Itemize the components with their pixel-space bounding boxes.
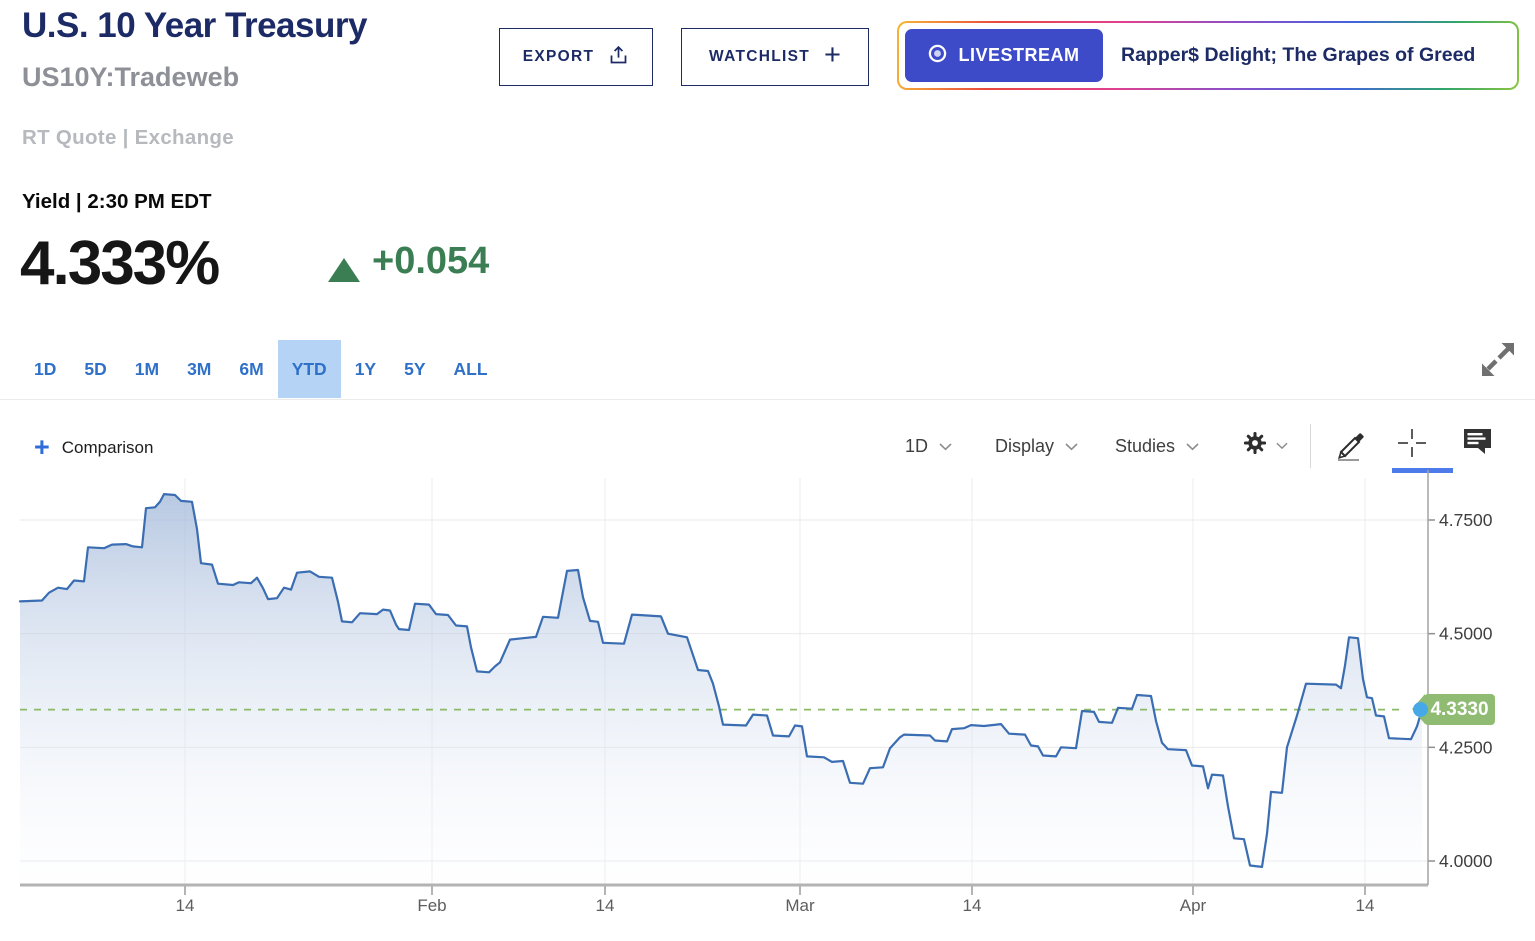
chevron-down-icon — [1276, 442, 1288, 449]
gear-icon — [1242, 430, 1268, 461]
quote-value: 4.333% — [20, 229, 220, 298]
tab-ytd[interactable]: YTD — [277, 340, 341, 398]
display-dropdown[interactable]: Display — [995, 436, 1078, 457]
quote-change: +0.054 — [372, 240, 490, 282]
draw-tool-button[interactable] — [1332, 427, 1366, 468]
tab-1d[interactable]: 1D — [34, 358, 57, 379]
svg-text:4.5000: 4.5000 — [1439, 624, 1493, 644]
svg-text:Mar: Mar — [785, 896, 815, 915]
add-comparison-button[interactable]: + Comparison — [34, 431, 154, 462]
interval-dropdown[interactable]: 1D — [905, 436, 952, 457]
metric-label: Yield | 2:30 PM EDT — [22, 190, 212, 213]
chevron-down-icon — [1065, 442, 1078, 450]
livestream-icon — [928, 44, 947, 68]
livestream-headline[interactable]: Rapper$ Delight; The Grapes of Greed — [1121, 44, 1476, 66]
svg-text:4.0000: 4.0000 — [1439, 851, 1493, 871]
svg-text:14: 14 — [176, 896, 195, 915]
expand-icon — [1478, 343, 1518, 384]
expand-chart-button[interactable] — [1478, 336, 1518, 385]
display-label: Display — [995, 436, 1055, 456]
watchlist-label: WATCHLIST — [709, 48, 811, 65]
yield-area-chart[interactable]: 14 Feb 14 Mar 14 Apr 14 4.7500 4.5000 4.2500 4.000… — [0, 470, 1535, 941]
chevron-down-icon — [1186, 442, 1199, 450]
comparison-label: Comparison — [61, 438, 154, 457]
watchlist-button[interactable]: WATCHLIST + — [681, 28, 869, 86]
last-price-dot — [1413, 702, 1428, 718]
pencil-icon — [1332, 433, 1366, 467]
chevron-down-icon — [939, 442, 952, 450]
range-tabs: 1D 5D 1M 3M 6M YTD 1Y 5Y ALL — [20, 340, 502, 398]
tab-5d[interactable]: 5D — [84, 358, 107, 379]
plus-icon: + — [34, 431, 50, 462]
tab-3m[interactable]: 3M — [187, 358, 212, 379]
tab-1y[interactable]: 1Y — [354, 358, 377, 379]
crosshair-icon — [1396, 429, 1428, 463]
export-button[interactable]: EXPORT — [499, 28, 653, 86]
tab-all[interactable]: ALL — [453, 358, 488, 379]
change-up-triangle-icon — [328, 258, 360, 282]
section-divider — [0, 399, 1535, 400]
svg-text:Apr: Apr — [1180, 896, 1207, 915]
plus-icon: + — [824, 38, 841, 71]
svg-text:14: 14 — [963, 896, 982, 915]
tab-6m[interactable]: 6M — [239, 358, 264, 379]
studies-dropdown[interactable]: Studies — [1115, 436, 1199, 457]
livestream-button[interactable]: LIVESTREAM — [905, 29, 1103, 82]
svg-text:Feb: Feb — [417, 896, 446, 915]
svg-text:4.2500: 4.2500 — [1439, 737, 1493, 757]
active-tool-indicator — [1392, 468, 1453, 473]
svg-text:4.7500: 4.7500 — [1439, 510, 1493, 530]
svg-text:14: 14 — [596, 896, 615, 915]
comments-button[interactable] — [1462, 427, 1493, 461]
export-icon — [608, 44, 629, 71]
chart-plot-area[interactable]: 14 Feb 14 Mar 14 Apr 14 4.7500 4.5000 4.2500 4.000… — [0, 470, 1535, 941]
tab-1m[interactable]: 1M — [134, 358, 160, 379]
instrument-symbol: US10Y:Tradeweb — [22, 62, 240, 92]
tab-5y[interactable]: 5Y — [404, 358, 426, 379]
quote-meta: RT Quote | Exchange — [22, 126, 234, 149]
interval-label: 1D — [905, 436, 929, 456]
crosshair-tool-button[interactable] — [1396, 427, 1428, 464]
livestream-label: LIVESTREAM — [958, 45, 1080, 65]
toolbar-divider — [1310, 424, 1311, 468]
livestream-banner-inner: LIVESTREAM Rapper$ Delight; The Grapes o… — [899, 23, 1517, 88]
livestream-banner[interactable]: LIVESTREAM Rapper$ Delight; The Grapes o… — [897, 21, 1519, 90]
comment-icon — [1462, 429, 1493, 460]
last-price-badge: 4.3330 — [1412, 694, 1495, 726]
export-label: EXPORT — [522, 48, 595, 65]
svg-text:14: 14 — [1356, 896, 1375, 915]
chart-settings-dropdown[interactable] — [1242, 430, 1288, 461]
studies-label: Studies — [1115, 436, 1176, 456]
page-title: U.S. 10 Year Treasury — [22, 6, 367, 45]
